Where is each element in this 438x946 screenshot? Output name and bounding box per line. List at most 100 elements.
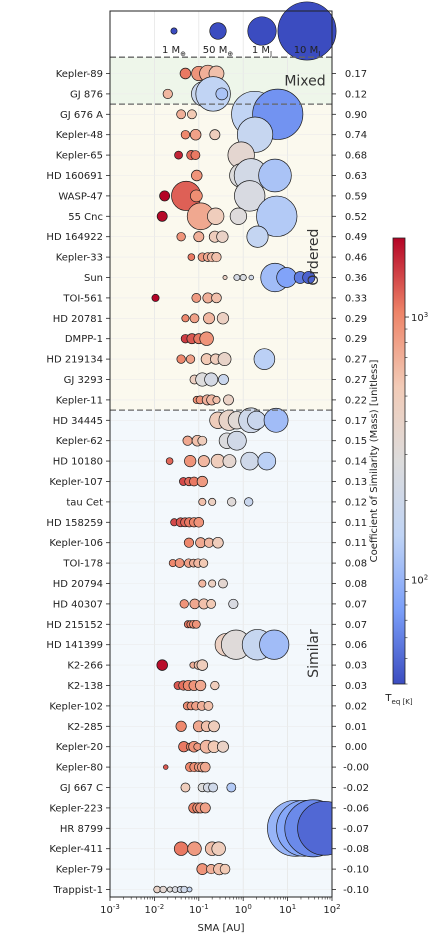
system-name-label: HD 34445	[53, 416, 103, 427]
system-name-label: HD 158259	[46, 518, 103, 529]
planet-marker	[187, 109, 197, 120]
colorbar-tick-label: 102	[411, 574, 428, 587]
planet-marker	[227, 497, 237, 507]
system-name-label: Kepler-20	[56, 742, 103, 753]
similarity-coefficient-label: 0.22	[345, 395, 367, 406]
x-tick-label: 102	[323, 903, 340, 916]
system-name-label: HD 160691	[46, 171, 103, 182]
planet-marker	[180, 885, 188, 894]
planet-marker	[211, 292, 222, 304]
similarity-coefficient-label: 0.52	[345, 212, 367, 223]
planet-marker	[199, 802, 211, 814]
system-name-label: TOI-561	[62, 293, 103, 304]
system-name-label: TOI-178	[62, 559, 103, 570]
planet-marker	[302, 270, 316, 285]
planet-marker	[216, 312, 230, 325]
x-tick-label: 10-1	[189, 903, 209, 916]
system-name-label: Kepler-102	[49, 701, 103, 712]
planet-marker	[226, 782, 237, 793]
similarity-coefficient-label: -0.06	[343, 803, 369, 814]
similarity-coefficient-label: 0.68	[345, 151, 367, 162]
planet-marker	[180, 130, 191, 140]
similarity-coefficient-label: 0.17	[345, 416, 367, 427]
similarity-coefficient-label: 0.13	[345, 477, 367, 488]
system-name-label: GJ 676 A	[60, 110, 103, 121]
planet-marker	[204, 372, 219, 387]
size-legend-marker	[209, 22, 227, 40]
planet-marker	[190, 150, 201, 160]
planet-marker	[208, 579, 217, 588]
similarity-coefficient-labels: 0.17 0.12 0.90 0.74 0.68 0.63 0.59 0.52 0.49 0.46…	[332, 69, 369, 896]
plot-frame	[109, 10, 333, 898]
x-tick-label: 10-3	[100, 903, 120, 916]
planet-marker	[153, 885, 161, 894]
planet-marker	[209, 129, 221, 141]
planet-marker	[191, 619, 201, 629]
planet-marker	[184, 455, 197, 468]
size-legend-label: 50 M⊕	[203, 45, 233, 58]
planet-marker	[159, 190, 171, 202]
size-legend: 1 M⊕ 50 M⊕ 1 MJ 10 MJ	[162, 1, 337, 61]
system-name-label: Kepler-89	[56, 69, 103, 80]
planet-marker	[211, 841, 226, 856]
similarity-coefficient-label: -0.08	[343, 844, 369, 855]
similarity-coefficient-label: 0.02	[345, 701, 367, 712]
planet-marker	[216, 230, 229, 243]
planet-marker	[173, 841, 189, 856]
planet-marker	[218, 578, 228, 589]
planet-marker	[193, 231, 205, 243]
system-name-label: Kepler-48	[56, 130, 103, 141]
planet-marker	[210, 680, 220, 691]
planet-marker	[179, 599, 189, 609]
planet-marker	[256, 195, 298, 237]
x-axis: 10-3 10-2 10-1 100 101 102	[100, 897, 341, 916]
planet-marker	[183, 537, 195, 548]
planet-marker	[208, 720, 220, 733]
similarity-coefficient-label: -0.10	[343, 865, 369, 876]
similarity-coefficient-label: 0.74	[345, 130, 367, 141]
size-legend-label: 1 M⊕	[162, 45, 186, 58]
planet-marker	[198, 497, 207, 506]
planet-marker	[182, 435, 193, 446]
planet-marker	[239, 274, 247, 282]
planet-marker	[198, 558, 209, 568]
system-name-label: HD 164922	[46, 232, 103, 243]
group-label-ordered: Ordered	[306, 229, 322, 286]
planet-marker	[156, 210, 168, 222]
planet-marker	[217, 352, 232, 366]
similarity-coefficient-label: 0.11	[345, 518, 367, 529]
planet-marker	[222, 275, 228, 280]
planet-marker	[247, 410, 267, 430]
similarity-coefficient-label: 0.11	[345, 538, 367, 549]
planet-marker	[175, 720, 187, 732]
planet-marker	[207, 207, 225, 225]
planet-marker	[212, 395, 221, 404]
similarity-coefficient-label: 0.36	[345, 273, 367, 284]
planet-marker	[248, 274, 254, 281]
planet-marker	[240, 451, 259, 471]
system-name-label: HD 215152	[46, 620, 103, 631]
group-label-mixed: Mixed	[284, 74, 325, 90]
system-name-label: Kepler-107	[49, 477, 103, 488]
similarity-coefficient-label: 0.27	[345, 355, 367, 366]
system-name-label: GJ 667 C	[60, 783, 103, 794]
planet-marker	[196, 475, 208, 488]
planet-marker	[195, 76, 231, 112]
size-legend-marker	[247, 16, 277, 46]
planet-marker	[212, 536, 224, 549]
group-separators	[110, 56, 332, 411]
planet-marker	[165, 457, 174, 465]
planet-marker	[174, 150, 183, 160]
system-name-label: K2-266	[67, 661, 103, 672]
similarity-coefficient-label: 0.33	[345, 293, 367, 304]
colorbar-title: Teq [K]	[384, 693, 412, 706]
similarity-coefficient-label: 0.07	[345, 620, 367, 631]
system-name-label: Kepler-106	[49, 538, 103, 549]
planet-marker	[208, 497, 217, 506]
similarity-coefficient-label: 0.63	[345, 171, 367, 182]
system-name-label: Trappist-1	[53, 885, 103, 896]
similarity-coefficient-label: 0.29	[345, 334, 367, 345]
system-name-label: HD 20794	[53, 579, 103, 590]
planet-marker	[195, 679, 207, 692]
similarity-coefficient-label: -0.07	[343, 824, 369, 835]
